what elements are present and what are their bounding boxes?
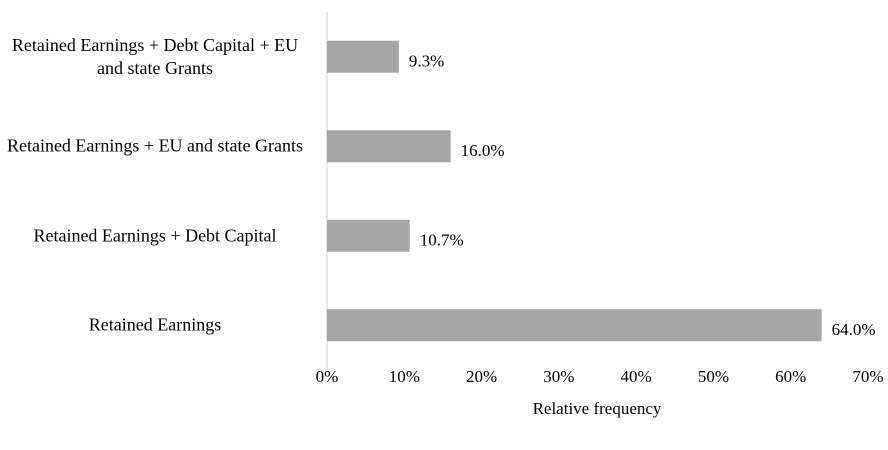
bar <box>327 40 399 73</box>
bar <box>327 309 822 342</box>
category-label: Retained Earnings <box>88 314 222 335</box>
category-label: Retained Earnings + EU and state Grants <box>6 135 304 156</box>
x-tick-label: 20% <box>466 367 497 386</box>
bar <box>327 130 451 163</box>
data-label: 9.3% <box>409 52 444 71</box>
data-label: 16.0% <box>461 141 505 160</box>
x-tick-label: 50% <box>698 367 729 386</box>
bar <box>327 219 410 252</box>
data-label: 10.7% <box>420 231 464 250</box>
x-tick-label: 10% <box>389 367 420 386</box>
x-tick-label: 0% <box>316 367 339 386</box>
x-tick-label: 60% <box>775 367 806 386</box>
x-tick-label: 30% <box>543 367 574 386</box>
data-label: 64.0% <box>832 320 876 339</box>
x-tick-label: 70% <box>852 367 883 386</box>
category-label: Retained Earnings + Debt Capital + EU an… <box>11 34 299 78</box>
category-label: Retained Earnings + Debt Capital <box>33 225 277 246</box>
x-axis-label: Relative frequency <box>533 399 662 418</box>
x-tick-label: 40% <box>621 367 652 386</box>
